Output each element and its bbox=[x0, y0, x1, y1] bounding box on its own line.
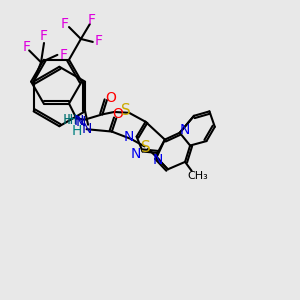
Text: F: F bbox=[87, 13, 95, 27]
Text: N: N bbox=[131, 147, 141, 161]
Text: F: F bbox=[61, 17, 69, 31]
Text: N: N bbox=[124, 130, 134, 144]
Text: H: H bbox=[63, 113, 73, 127]
Text: H: H bbox=[72, 124, 82, 138]
Text: N: N bbox=[76, 115, 86, 129]
Text: N: N bbox=[81, 122, 92, 136]
Text: F: F bbox=[40, 29, 48, 44]
Text: N: N bbox=[74, 114, 84, 128]
Text: N: N bbox=[180, 123, 190, 137]
Text: H: H bbox=[67, 113, 77, 127]
Text: O: O bbox=[105, 91, 116, 105]
Text: F: F bbox=[22, 40, 30, 55]
Text: N: N bbox=[152, 152, 163, 167]
Text: O: O bbox=[112, 107, 123, 121]
Text: S: S bbox=[141, 140, 151, 155]
Text: F: F bbox=[94, 34, 102, 48]
Text: S: S bbox=[121, 103, 130, 118]
Text: CH₃: CH₃ bbox=[187, 171, 208, 181]
Text: F: F bbox=[59, 48, 67, 62]
